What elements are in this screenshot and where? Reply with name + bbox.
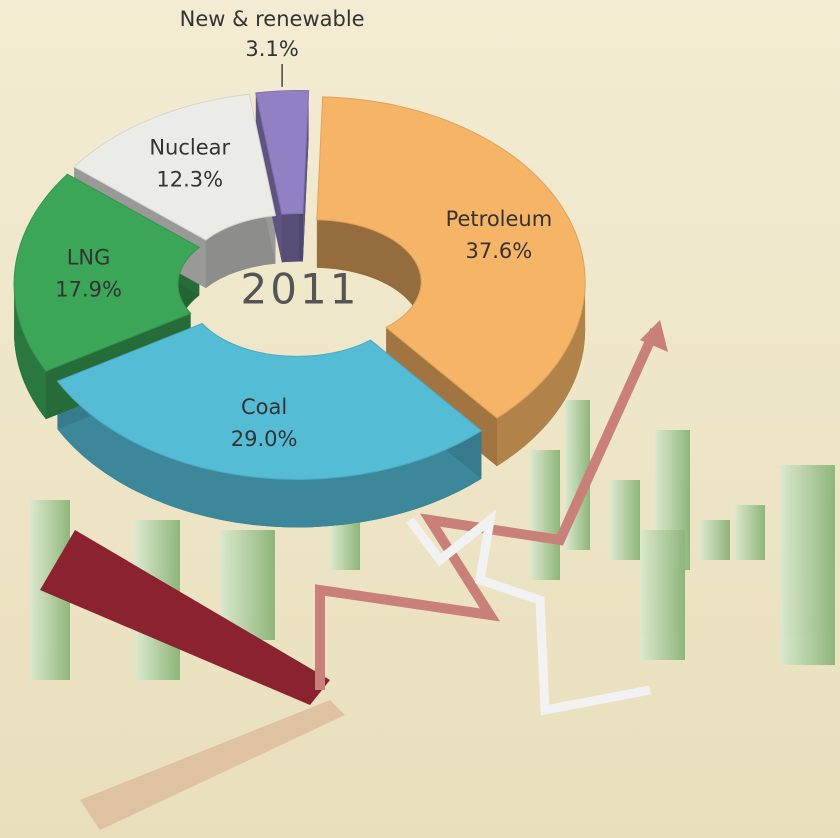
donut xyxy=(13,90,586,528)
slice-label: New & renewable xyxy=(180,7,365,31)
slice-value-label: 37.6% xyxy=(466,239,533,263)
slice-label: Coal xyxy=(241,395,287,419)
slice-value-label: 3.1% xyxy=(245,37,298,61)
slice-outer-wall xyxy=(14,284,46,420)
slice-inner-wall xyxy=(205,215,276,288)
slice xyxy=(73,93,277,241)
slice xyxy=(13,173,201,372)
slice-value-label: 17.9% xyxy=(55,278,122,302)
slice-label: LNG xyxy=(67,246,111,270)
slice-value-label: 29.0% xyxy=(231,427,298,451)
slice xyxy=(56,322,483,480)
slice xyxy=(316,96,586,419)
center-label: 2011 xyxy=(241,265,360,314)
slice-inner-wall xyxy=(316,219,422,330)
slice-inner-wall xyxy=(281,213,300,263)
slice-cut-face xyxy=(302,90,309,262)
decor-arrow xyxy=(40,320,668,830)
slice-value-label: 12.3% xyxy=(156,168,223,192)
slice-outer-wall xyxy=(496,281,586,467)
slice-label: Nuclear xyxy=(149,136,230,160)
slice-label: Petroleum xyxy=(446,207,553,231)
slice-cut-face xyxy=(255,92,282,263)
slice-outer-wall xyxy=(57,381,482,528)
decor-bars xyxy=(30,400,835,680)
slice xyxy=(255,90,310,215)
